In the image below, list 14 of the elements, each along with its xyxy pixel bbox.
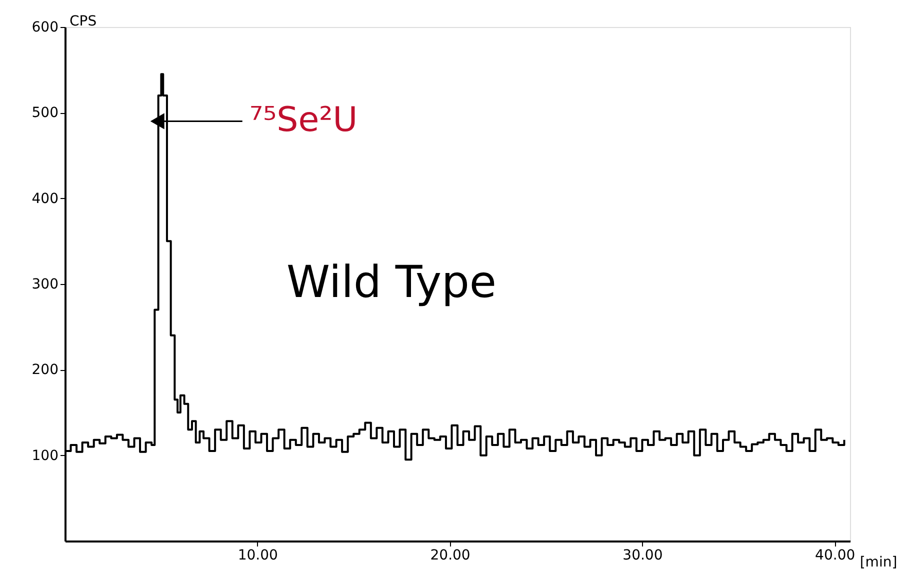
- y-tick-label: 500: [32, 105, 58, 122]
- annotation: ⁷⁵Se²U: [249, 100, 358, 140]
- annotation: Wild Type: [286, 257, 496, 308]
- y-tick-label: 400: [32, 190, 58, 207]
- y-tick-label: 600: [32, 20, 58, 36]
- x-axis-title: [min]: [860, 554, 898, 569]
- x-tick-label: 30.00: [622, 548, 663, 564]
- y-axis-title: CPS: [70, 14, 97, 30]
- y-tick-label: 100: [32, 448, 58, 464]
- y-tick-label: 200: [32, 362, 58, 378]
- x-tick-label: 40.00: [815, 548, 856, 564]
- x-tick-label: 10.00: [238, 548, 278, 564]
- x-tick-label: 20.00: [430, 548, 470, 564]
- y-tick-label: 300: [32, 276, 58, 292]
